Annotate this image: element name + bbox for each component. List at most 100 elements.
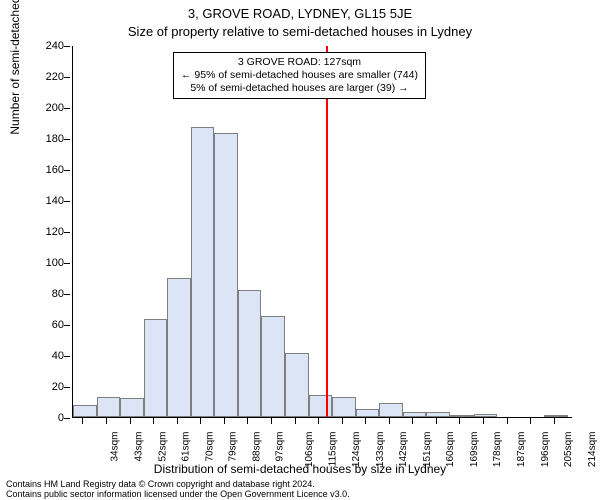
histogram-bar bbox=[356, 409, 380, 417]
histogram-bar bbox=[426, 412, 450, 417]
x-tick bbox=[177, 418, 178, 424]
y-tick-label: 140 bbox=[46, 195, 64, 207]
y-tick-label: 180 bbox=[46, 133, 64, 145]
histogram-bar bbox=[97, 397, 121, 417]
x-tick-label: 61sqm bbox=[181, 432, 192, 462]
histogram-bar bbox=[214, 133, 238, 417]
histogram-bar bbox=[403, 412, 427, 417]
supertitle: 3, GROVE ROAD, LYDNEY, GL15 5JE bbox=[0, 6, 600, 21]
histogram-bar bbox=[450, 415, 474, 417]
x-tick bbox=[554, 418, 555, 424]
y-tick-label: 20 bbox=[52, 381, 64, 393]
y-tick-label: 80 bbox=[52, 288, 64, 300]
histogram-bar bbox=[261, 316, 285, 417]
x-tick-label: 43sqm bbox=[134, 432, 145, 462]
y-tick bbox=[64, 170, 70, 171]
x-tick-label: 88sqm bbox=[251, 432, 262, 462]
annotation-line: 5% of semi-detached houses are larger (3… bbox=[181, 82, 418, 95]
y-tick-label: 100 bbox=[46, 257, 64, 269]
histogram-bar bbox=[167, 278, 191, 418]
x-tick bbox=[295, 418, 296, 424]
x-tick-label: 142sqm bbox=[398, 432, 409, 468]
footer-line: Contains public sector information licen… bbox=[6, 490, 350, 500]
x-tick-label: 34sqm bbox=[110, 432, 121, 462]
x-tick bbox=[412, 418, 413, 424]
x-tick bbox=[530, 418, 531, 424]
x-tick-label: 97sqm bbox=[275, 432, 286, 462]
y-tick bbox=[64, 387, 70, 388]
y-tick-label: 60 bbox=[52, 319, 64, 331]
footer-attribution: Contains HM Land Registry data © Crown c… bbox=[6, 480, 350, 500]
y-tick-label: 0 bbox=[58, 412, 64, 424]
x-tick bbox=[82, 418, 83, 424]
y-tick bbox=[64, 77, 70, 78]
x-tick-label: 151sqm bbox=[422, 432, 433, 468]
x-axis-label: Distribution of semi-detached houses by … bbox=[0, 462, 600, 476]
x-tick bbox=[459, 418, 460, 424]
marker-line bbox=[326, 46, 328, 417]
y-tick bbox=[64, 108, 70, 109]
x-tick-label: 52sqm bbox=[157, 432, 168, 462]
x-tick-label: 70sqm bbox=[204, 432, 215, 462]
y-tick-label: 220 bbox=[46, 71, 64, 83]
y-axis-label: Number of semi-detached properties bbox=[8, 0, 22, 135]
x-tick-label: 196sqm bbox=[540, 432, 551, 468]
x-tick-label: 178sqm bbox=[493, 432, 504, 468]
x-tick-label: 115sqm bbox=[327, 432, 338, 467]
y-tick bbox=[64, 46, 70, 47]
histogram-bar bbox=[379, 403, 403, 417]
y-tick bbox=[64, 356, 70, 357]
x-tick bbox=[247, 418, 248, 424]
x-tick bbox=[130, 418, 131, 424]
y-tick-label: 240 bbox=[46, 40, 64, 52]
y-tick-label: 200 bbox=[46, 102, 64, 114]
y-tick bbox=[64, 232, 70, 233]
annotation-line: 3 GROVE ROAD: 127sqm bbox=[181, 56, 418, 69]
x-tick-label: 187sqm bbox=[516, 432, 527, 468]
x-tick bbox=[153, 418, 154, 424]
x-tick bbox=[365, 418, 366, 424]
annotation-line: ← 95% of semi-detached houses are smalle… bbox=[181, 69, 418, 82]
histogram-bar bbox=[120, 398, 144, 417]
y-tick bbox=[64, 201, 70, 202]
y-tick bbox=[64, 325, 70, 326]
plot-area: 3 GROVE ROAD: 127sqm← 95% of semi-detach… bbox=[72, 46, 572, 418]
histogram-bar bbox=[144, 319, 168, 417]
y-tick-label: 40 bbox=[52, 350, 64, 362]
histogram-bar bbox=[191, 127, 215, 417]
histogram-bar bbox=[285, 353, 309, 417]
x-tick bbox=[318, 418, 319, 424]
y-tick bbox=[64, 418, 70, 419]
annotation-box: 3 GROVE ROAD: 127sqm← 95% of semi-detach… bbox=[173, 52, 426, 99]
x-tick-label: 160sqm bbox=[445, 432, 456, 468]
y-tick-label: 120 bbox=[46, 226, 64, 238]
x-tick bbox=[200, 418, 201, 424]
x-tick bbox=[271, 418, 272, 424]
x-tick-label: 205sqm bbox=[563, 432, 574, 468]
x-tick bbox=[507, 418, 508, 424]
histogram-bar bbox=[474, 414, 498, 417]
x-tick-label: 106sqm bbox=[304, 432, 315, 468]
x-tick bbox=[389, 418, 390, 424]
x-tick-label: 169sqm bbox=[469, 432, 480, 468]
chart-title: Size of property relative to semi-detach… bbox=[0, 24, 600, 39]
y-tick bbox=[64, 139, 70, 140]
histogram-bar bbox=[309, 395, 333, 417]
x-tick bbox=[436, 418, 437, 424]
x-tick bbox=[342, 418, 343, 424]
histogram-bar bbox=[544, 415, 568, 417]
x-tick-label: 214sqm bbox=[587, 432, 598, 468]
histogram-bar bbox=[332, 397, 356, 417]
histogram-bar bbox=[73, 405, 97, 417]
y-tick-label: 160 bbox=[46, 164, 64, 176]
chart-container: 3, GROVE ROAD, LYDNEY, GL15 5JE Size of … bbox=[0, 0, 600, 500]
histogram-bar bbox=[238, 290, 262, 417]
y-tick bbox=[64, 263, 70, 264]
x-tick-label: 133sqm bbox=[375, 432, 386, 468]
x-tick bbox=[483, 418, 484, 424]
x-tick bbox=[224, 418, 225, 424]
x-tick-label: 124sqm bbox=[351, 432, 362, 468]
y-tick bbox=[64, 294, 70, 295]
x-tick bbox=[106, 418, 107, 424]
x-tick-label: 79sqm bbox=[228, 432, 239, 462]
